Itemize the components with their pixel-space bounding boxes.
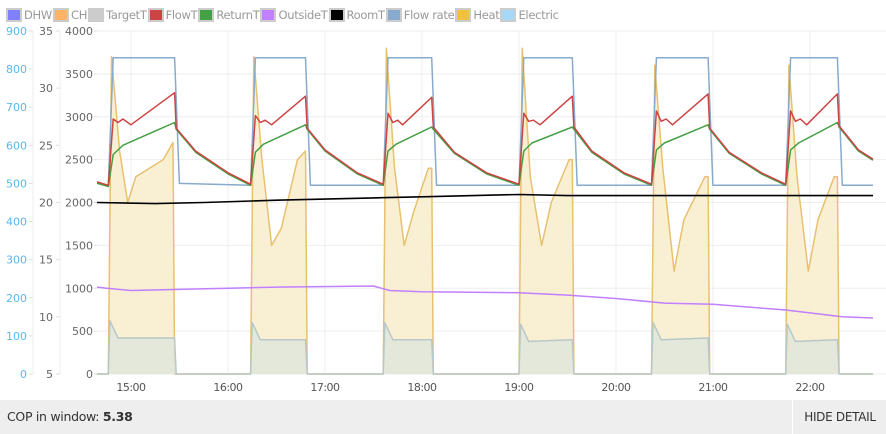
- hide-detail-button[interactable]: HIDE DETAIL: [792, 400, 886, 434]
- legend-swatch: [260, 8, 277, 22]
- legend-label: DHW: [24, 8, 52, 22]
- legend-label: ReturnT: [216, 8, 260, 22]
- legend-swatch: [52, 8, 69, 22]
- flow-rate-tick-label: 400: [6, 216, 27, 229]
- power-tick-label: 0: [86, 368, 93, 381]
- legend-item-roomt[interactable]: RoomT: [328, 8, 386, 22]
- flow-rate-tick-label: 600: [6, 139, 27, 152]
- temperature-tick-label: 20: [39, 197, 53, 210]
- series-layer: [96, 47, 874, 375]
- flow-rate-tick-label: 700: [6, 101, 27, 114]
- flow-rate-tick-label: 100: [6, 330, 27, 343]
- x-tick-label: 15:00: [116, 381, 146, 394]
- power-tick-label: 500: [72, 325, 93, 338]
- power-tick-label: 1000: [65, 282, 93, 295]
- flow-rate-tick-label: 0: [20, 368, 27, 381]
- legend-label: FlowT: [165, 8, 198, 22]
- legend-label: OutsideT: [278, 8, 328, 22]
- cop-value: 5.38: [102, 409, 133, 424]
- power-tick-label: 1500: [65, 239, 93, 252]
- legend-label: Heat: [473, 8, 500, 22]
- legend-item-heat[interactable]: Heat: [455, 8, 500, 22]
- temperature-tick-label: 10: [39, 311, 53, 324]
- legend-swatch: [6, 8, 22, 22]
- x-tick-label: 22:00: [795, 381, 825, 394]
- legend-item-ch[interactable]: CH: [52, 8, 88, 22]
- legend-label: TargetT: [106, 8, 147, 22]
- series-line-roomt: [96, 193, 873, 205]
- legend-label: CH: [70, 8, 88, 22]
- legend-swatch: [455, 8, 472, 22]
- legend-label: Electric: [518, 8, 559, 22]
- legend-item-targett[interactable]: TargetT: [88, 8, 147, 22]
- power-tick-label: 3000: [65, 111, 93, 124]
- series-line-flowt: [96, 91, 874, 187]
- series-line-outsidet: [96, 285, 874, 319]
- temperature-tick-label: 5: [46, 368, 53, 381]
- flow-rate-tick-label: 800: [6, 63, 27, 76]
- x-tick-label: 18:00: [407, 381, 437, 394]
- legend-item-flowt[interactable]: FlowT: [147, 8, 198, 22]
- legend-label: Flow rate: [403, 8, 455, 22]
- x-tick-label: 17:00: [310, 381, 340, 394]
- legend-swatch: [328, 8, 345, 22]
- flow-rate-tick-label: 300: [6, 254, 27, 267]
- temperature-tick-label: 25: [39, 139, 53, 152]
- series-area-electric: [97, 320, 873, 374]
- flow-rate-tick-label: 900: [6, 25, 27, 38]
- legend-swatch: [500, 8, 517, 22]
- power-tick-label: 4000: [65, 25, 93, 38]
- x-tick-label: 16:00: [213, 381, 243, 394]
- legend-item-flow-rate[interactable]: Flow rate: [385, 8, 455, 22]
- legend-item-electric[interactable]: Electric: [500, 8, 559, 22]
- power-tick-label: 3500: [65, 68, 93, 81]
- flow-rate-tick-label: 200: [6, 292, 27, 305]
- series-area-heat: [97, 48, 873, 374]
- chart-legend: DHW CH TargetT FlowT ReturnT OutsideT RoomT Flo…: [6, 7, 560, 23]
- legend-swatch: [385, 8, 402, 22]
- power-tick-label: 2000: [65, 197, 93, 210]
- cop-label: COP in window:: [7, 409, 100, 424]
- series-line-returnt: [96, 121, 874, 188]
- temperature-tick-label: 35: [39, 25, 53, 38]
- cop-readout: COP in window: 5.38: [7, 409, 133, 424]
- power-tick-label: 2500: [65, 154, 93, 167]
- footer-bar: COP in window: 5.38 HIDE DETAIL: [0, 400, 886, 434]
- series-line-heat: [97, 47, 873, 375]
- legend-swatch: [147, 8, 164, 22]
- legend-item-outsidet[interactable]: OutsideT: [260, 8, 328, 22]
- legend-label: RoomT: [346, 8, 386, 22]
- legend-item-dhw[interactable]: DHW: [6, 8, 52, 22]
- legend-item-returnt[interactable]: ReturnT: [198, 8, 260, 22]
- legend-swatch: [88, 8, 105, 22]
- flow-rate-tick-label: 500: [6, 177, 27, 190]
- x-tick-label: 19:00: [504, 381, 534, 394]
- series-line-electric: [97, 320, 873, 375]
- x-tick-label: 20:00: [601, 381, 631, 394]
- temperature-tick-label: 30: [39, 82, 53, 95]
- legend-swatch: [198, 8, 215, 22]
- x-tick-label: 21:00: [698, 381, 728, 394]
- temperature-tick-label: 15: [39, 254, 53, 267]
- series-line-flow-rate: [96, 56, 873, 187]
